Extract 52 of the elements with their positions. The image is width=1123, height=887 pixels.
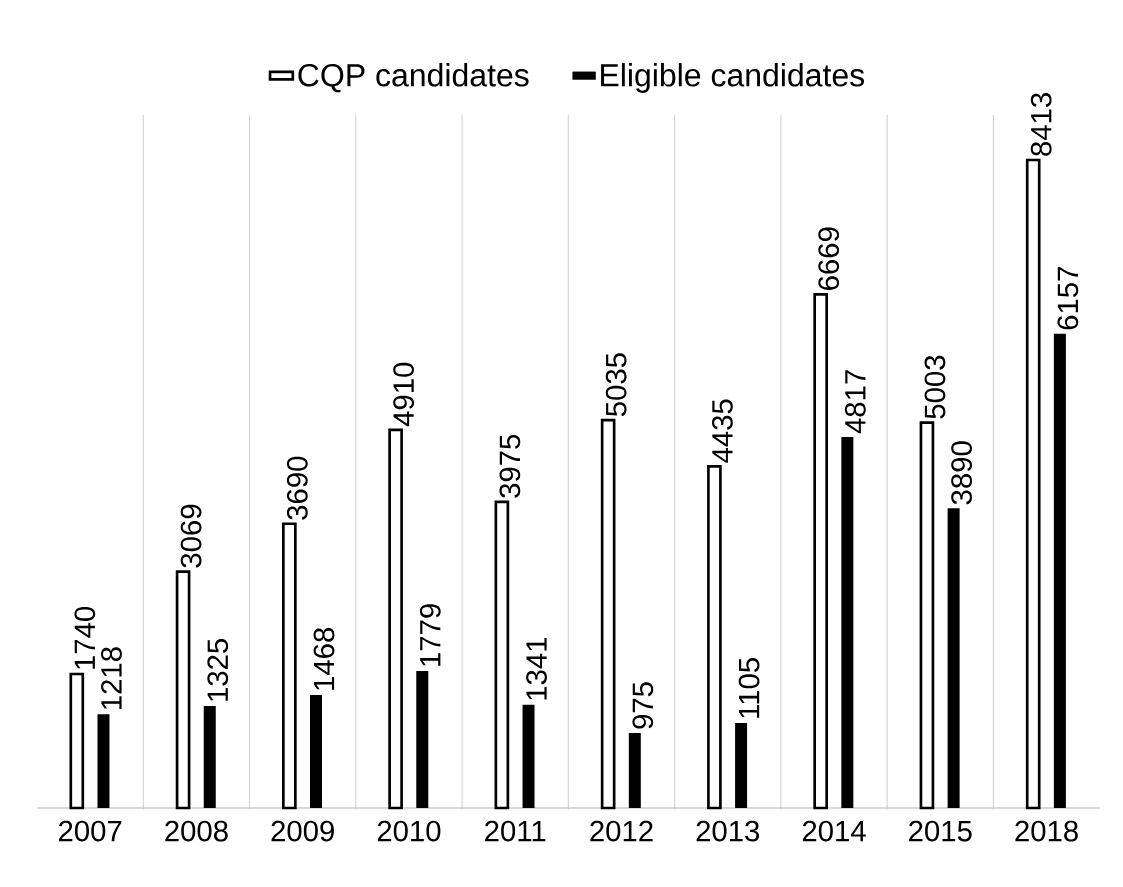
bar bbox=[282, 522, 297, 810]
data-label: 8413 bbox=[1030, 93, 1052, 156]
x-tick-label: 2014 bbox=[802, 820, 866, 842]
data-label: 1325 bbox=[207, 638, 229, 701]
data-label: 3975 bbox=[499, 434, 521, 498]
data-label: 4910 bbox=[393, 362, 414, 427]
bar bbox=[97, 714, 110, 808]
legend-label: Eligible candidates bbox=[601, 63, 865, 93]
x-tick-label: 2012 bbox=[590, 820, 653, 842]
data-label: 3069 bbox=[180, 504, 202, 568]
data-label: 5035 bbox=[605, 353, 627, 417]
bar bbox=[494, 500, 510, 810]
x-tick-label: 2007 bbox=[59, 820, 122, 842]
bar bbox=[841, 436, 854, 808]
x-tick-label: 2009 bbox=[271, 820, 334, 842]
bar bbox=[628, 732, 641, 808]
bar bbox=[203, 705, 216, 808]
bar bbox=[707, 465, 722, 810]
data-label: 1779 bbox=[419, 604, 441, 666]
data-label: 1218 bbox=[101, 647, 122, 709]
data-label: 1341 bbox=[526, 637, 547, 700]
bar bbox=[735, 722, 748, 808]
bar bbox=[1025, 158, 1041, 810]
bar bbox=[1053, 333, 1066, 808]
x-tick-label: 2015 bbox=[909, 820, 972, 842]
data-label: 975 bbox=[632, 682, 654, 729]
data-label: 4435 bbox=[712, 399, 733, 463]
x-tick-label: 2010 bbox=[377, 820, 441, 842]
bar bbox=[310, 694, 323, 808]
legend-label: CQP candidates bbox=[298, 63, 529, 93]
data-label: 1740 bbox=[74, 606, 96, 669]
bar bbox=[813, 293, 829, 810]
bar bbox=[947, 508, 960, 808]
data-label: 5003 bbox=[924, 355, 946, 419]
data-label: 1468 bbox=[313, 628, 335, 690]
bar bbox=[388, 428, 403, 810]
data-label: 3690 bbox=[286, 456, 308, 520]
x-tick-label: 2011 bbox=[485, 820, 546, 842]
x-tick-label: 2018 bbox=[1015, 820, 1078, 842]
bar bbox=[416, 670, 429, 808]
bar bbox=[175, 570, 191, 810]
bar bbox=[69, 672, 85, 810]
data-label: 1105 bbox=[738, 658, 760, 718]
data-label: 4817 bbox=[844, 370, 866, 434]
bar bbox=[600, 418, 616, 810]
x-tick-label: 2008 bbox=[165, 820, 228, 842]
bar bbox=[919, 421, 935, 810]
x-tick-label: 2013 bbox=[696, 820, 760, 842]
data-label: 6157 bbox=[1057, 267, 1079, 330]
data-label: 6669 bbox=[818, 227, 840, 290]
bar bbox=[522, 704, 535, 808]
data-label: 3890 bbox=[951, 441, 972, 505]
